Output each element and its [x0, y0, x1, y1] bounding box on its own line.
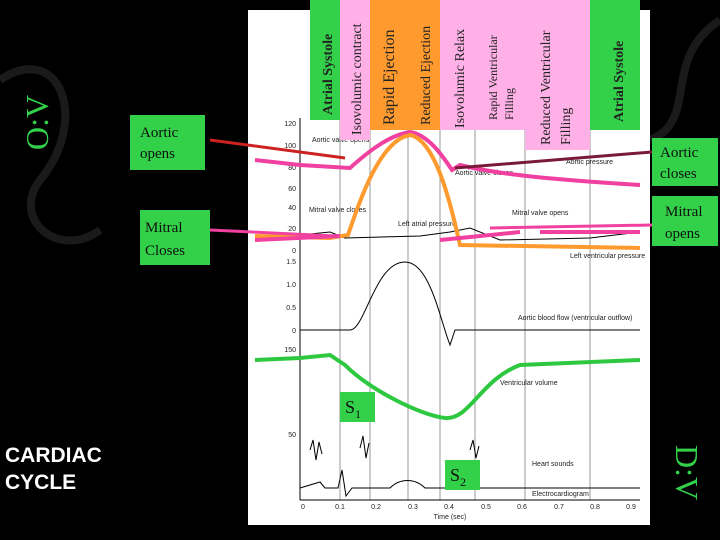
tick: 80 — [288, 165, 296, 172]
note: Aortic — [140, 125, 179, 141]
phase-label: Reduced Ejection — [419, 26, 434, 125]
phase-box — [340, 0, 370, 140]
tick: 1.0 — [286, 282, 296, 289]
aortic-pressure — [254, 129, 641, 187]
title: CARDIAC — [5, 444, 102, 467]
flow-curve — [300, 261, 640, 347]
annotation: Mitral valve closes — [309, 207, 367, 214]
title: CYCLE — [5, 471, 76, 494]
phase-box — [370, 0, 408, 130]
phase-box — [310, 0, 340, 120]
tick: 0 — [292, 328, 296, 335]
note: Aortic — [660, 145, 699, 161]
sound-box — [445, 460, 480, 490]
tick: 0.3 — [408, 504, 418, 511]
note: Mitral — [665, 204, 703, 220]
graph-annotations: Aortic valve opens Aortic valve closes A… — [309, 137, 645, 498]
phase-label: Rapid Ventricular — [486, 35, 500, 120]
note: Mitral — [145, 220, 183, 236]
tick: 20 — [288, 226, 296, 233]
note: Closes — [145, 243, 185, 259]
tick: 60 — [288, 186, 296, 193]
note: closes — [660, 166, 697, 182]
phase-box — [590, 0, 640, 130]
side-mark: D:V — [669, 445, 705, 500]
sound-label: S1 — [345, 397, 361, 421]
annotation: Aortic blood flow (ventricular outflow) — [518, 315, 632, 322]
tick: 0.2 — [371, 504, 381, 511]
time-axis: 0 0.1 0.2 0.3 0.4 0.5 0.6 0.7 0.8 0.9 Ti… — [301, 504, 636, 521]
phase-label: Filling — [559, 108, 574, 145]
annotation: Ventricular volume — [500, 380, 558, 387]
phase-box — [440, 0, 475, 130]
ventricular-volume — [254, 352, 641, 421]
annotation: Electrocardiogram — [532, 491, 589, 498]
ecg — [299, 469, 640, 498]
note-box — [130, 115, 205, 170]
tick: 0.1 — [335, 504, 345, 511]
tick: 0.6 — [517, 504, 527, 511]
tick: 150 — [284, 347, 296, 354]
annotation: Heart sounds — [532, 461, 574, 468]
tick: 120 — [284, 121, 296, 128]
phase-label: Reduced Ventricular — [539, 30, 554, 145]
phase-label: Isovolumic Relax — [453, 29, 468, 128]
sound-box — [340, 392, 375, 422]
axis-title: Time (sec) — [434, 514, 467, 521]
heart-sounds — [309, 435, 480, 461]
phase-dividers — [339, 120, 591, 500]
note-box — [652, 138, 718, 186]
sound-label: S2 — [450, 465, 466, 489]
phase-box — [408, 0, 440, 130]
axis-labels: 120 100 80 60 40 20 0 1.5 1.0 0.5 0 150 … — [284, 121, 296, 439]
annotation: Aortic pressure — [566, 159, 613, 166]
decoration — [648, 16, 720, 144]
ventricular-pressure — [254, 132, 641, 250]
tick: 0.8 — [590, 504, 600, 511]
tick: 0.7 — [554, 504, 564, 511]
annotation: Aortic valve opens — [312, 137, 370, 144]
phase-label: Atrial Systole — [321, 34, 336, 115]
phase-label: Atrial Systole — [612, 41, 627, 122]
tick: 0.5 — [481, 504, 491, 511]
phase-labels: Atrial Systole Isovolumic contract Rapid… — [321, 23, 627, 145]
annotation: Aortic valve closes — [455, 170, 513, 177]
note-box — [652, 196, 718, 246]
note: opens — [140, 146, 175, 162]
arrows — [209, 138, 653, 238]
phase-label: Rapid Ejection — [381, 29, 398, 125]
atrial-curve — [299, 227, 641, 241]
tick: 0.4 — [444, 504, 454, 511]
tick: 1.5 — [286, 259, 296, 266]
tick: 40 — [288, 205, 296, 212]
annotation: Left atrial pressure — [398, 221, 456, 228]
tick: 0.5 — [286, 305, 296, 312]
tick: 0 — [301, 504, 305, 511]
annotation: Mitral valve opens — [512, 210, 569, 217]
tick: 0.9 — [626, 504, 636, 511]
note-box — [140, 210, 210, 265]
phase-box — [475, 0, 525, 130]
tick: 100 — [284, 143, 296, 150]
tick: 50 — [288, 432, 296, 439]
phase-label: Isovolumic contract — [350, 23, 365, 135]
tick: 0 — [292, 248, 296, 255]
phase-label: Filling — [502, 88, 516, 120]
phase-box — [525, 0, 590, 150]
side-mark: O:V — [19, 95, 55, 150]
note: opens — [665, 226, 700, 242]
axes — [299, 118, 640, 501]
decoration — [0, 65, 103, 245]
annotation: Left ventricular pressure — [570, 253, 645, 260]
